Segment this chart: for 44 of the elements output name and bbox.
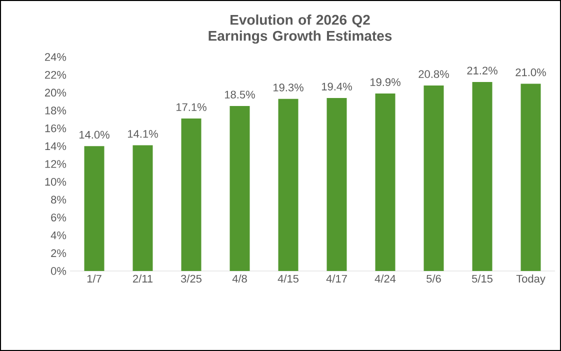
x-tick-label: Today	[516, 274, 546, 285]
y-tick-label: 2%	[51, 249, 66, 258]
bar	[424, 86, 444, 271]
y-tick-label: 18%	[45, 106, 66, 114]
y-tick-label: 14%	[45, 142, 66, 150]
bar	[278, 98, 298, 271]
x-tick-label: 1/7	[87, 274, 102, 283]
data-label: 17.1%	[176, 103, 206, 111]
y-tick-label: 8%	[51, 196, 66, 204]
y-tick-label: 16%	[45, 124, 66, 132]
data-label: 19.3%	[273, 84, 304, 92]
x-tick-label: 4/8	[232, 274, 247, 283]
y-tick-label: 12%	[45, 160, 66, 168]
data-label: 19.9%	[370, 78, 400, 86]
bar	[326, 98, 347, 271]
data-label: 14.0%	[79, 130, 110, 139]
data-label: 20.8%	[418, 70, 449, 78]
bar	[472, 82, 492, 271]
y-tick-label: 10%	[45, 178, 66, 186]
x-tick-label: 4/24	[374, 274, 396, 283]
chart-title: Evolution of 2026 Q2 Earnings Growth Estimates	[208, 14, 392, 44]
bar	[375, 94, 396, 271]
x-tick-label: 3/25	[180, 274, 202, 283]
bar	[181, 118, 202, 271]
bar	[520, 84, 541, 271]
y-tick-label: 24%	[45, 53, 66, 61]
data-label: 21.2%	[467, 66, 498, 74]
x-tick-label: 2/11	[133, 274, 153, 283]
data-label: 14.1%	[128, 130, 158, 138]
data-label: 18.5%	[224, 90, 255, 99]
bar	[132, 145, 153, 271]
y-tick-label: 6%	[51, 214, 66, 222]
y-tick-label: 0%	[50, 267, 66, 275]
bar	[84, 146, 104, 271]
y-tick-label: 20%	[45, 88, 66, 97]
x-tick-label: 4/17	[326, 274, 347, 283]
y-tick-label: 22%	[45, 70, 66, 79]
data-label: 19.4%	[322, 82, 352, 90]
x-tick-label: 4/15	[278, 274, 298, 283]
bar	[230, 106, 250, 271]
x-tick-label: 5/6	[426, 274, 441, 283]
data-label: 21.0%	[516, 68, 546, 76]
x-tick-label: 5/15	[472, 274, 492, 283]
y-tick-label: 4%	[50, 231, 66, 240]
